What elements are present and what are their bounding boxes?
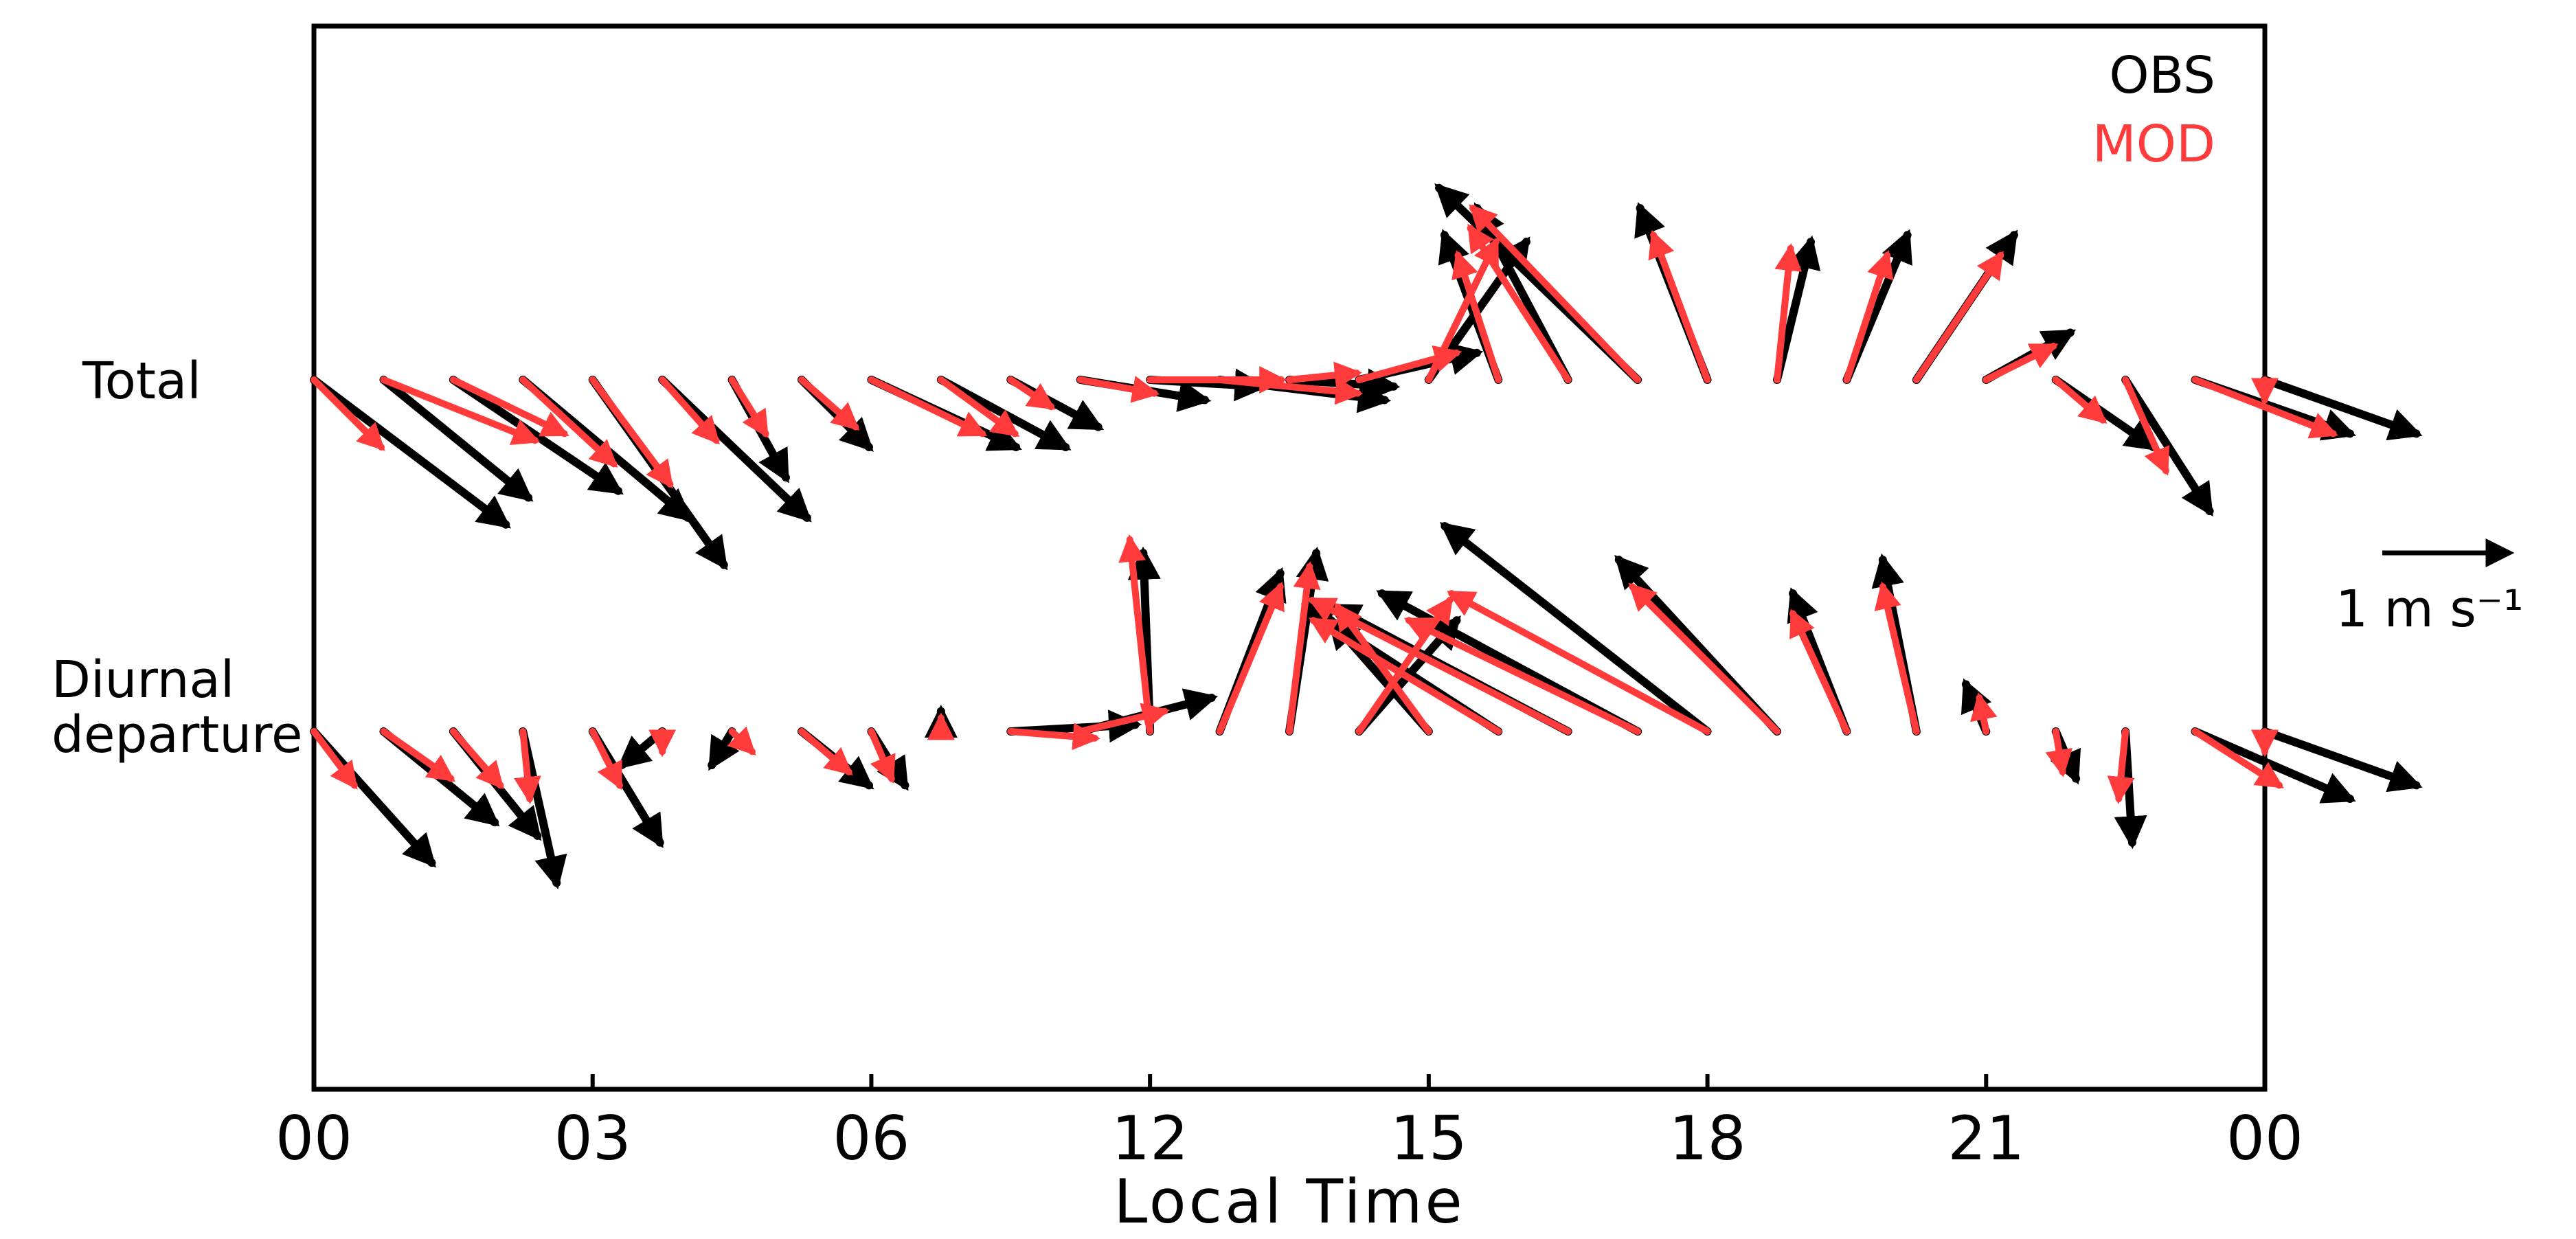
vector-mod-diurnal (1308, 617, 1502, 735)
vector-mod-total (1467, 223, 1572, 383)
vector-mod-total (1451, 250, 1502, 383)
vector-mod-diurnal (1789, 609, 1851, 735)
vector-field (310, 183, 2423, 889)
reference-vector: 1 m s⁻¹ (2336, 538, 2524, 639)
legend-mod-label: MOD (2092, 115, 2215, 174)
vector-mod-total (1076, 376, 1160, 403)
vector-mod-diurnal (1118, 534, 1154, 735)
vector-mod-diurnal (1403, 617, 1642, 735)
vector-mod-total (659, 376, 720, 445)
vector-mod-diurnal (868, 728, 896, 784)
vector-mod-diurnal (514, 728, 541, 804)
vector-mod-diurnal (310, 728, 358, 790)
vector-mod-diurnal (1286, 560, 1321, 735)
vector-mod-total (798, 376, 860, 431)
vector-mod-total (2052, 376, 2108, 424)
x-tick-label: 12 (1111, 1103, 1188, 1174)
x-tick-label: 21 (1947, 1103, 2024, 1174)
plot-frame (311, 23, 2268, 1092)
vector-mod-diurnal (2107, 728, 2135, 804)
vector-obs-diurnal (1439, 522, 1712, 736)
x-tick-label: 06 (833, 1103, 909, 1174)
vector-mod-diurnal (449, 728, 504, 790)
vector-mod-diurnal (2045, 728, 2072, 777)
vector-mod-total (589, 376, 674, 489)
x-axis-title: Local Time (1114, 1166, 1465, 1237)
vector-mod-total (449, 376, 569, 437)
vector-mod-total (728, 376, 769, 439)
x-tick-label: 15 (1390, 1103, 1467, 1174)
x-tick-label: 03 (554, 1103, 631, 1174)
row-label-diurnal-departure: departure (52, 705, 302, 764)
vector-mod-total (1425, 236, 1500, 383)
vector-mod-diurnal (1334, 602, 1432, 735)
vector-mod-total (937, 376, 1020, 437)
vector-mod-diurnal (727, 726, 756, 756)
legend-obs-label: OBS (2109, 46, 2215, 105)
vector-obs-diurnal (616, 727, 667, 770)
vector-mod-total (1843, 250, 1894, 383)
vector-mod-total (310, 376, 385, 451)
vector-mod-diurnal (1307, 596, 1572, 735)
vector-mod-total (2191, 376, 2338, 439)
vector-mod-total (1912, 251, 2004, 383)
vector-obs-diurnal (2191, 727, 2356, 804)
vector-obs-total (379, 376, 534, 502)
vector-mod-total (519, 376, 618, 468)
vector-mod-total (380, 376, 541, 445)
vector-mod-total (868, 376, 988, 437)
vector-mod-diurnal (798, 728, 853, 776)
vector-obs-total (2121, 376, 2214, 517)
vector-mod-diurnal (1007, 723, 1100, 751)
x-tick-label: 00 (275, 1103, 352, 1174)
vector-obs-diurnal (2261, 727, 2423, 793)
vector-mod-diurnal (380, 728, 455, 782)
vector-mod-diurnal (2191, 728, 2284, 789)
vector-mod-total (1648, 229, 1711, 383)
vector-mod-total (1774, 242, 1803, 383)
vector-mod-diurnal (1355, 595, 1454, 735)
vector-mod-total (1469, 204, 1642, 383)
vector-mod-diurnal (1970, 692, 1998, 735)
legend: OBS MOD (2092, 46, 2215, 174)
vector-mod-diurnal (1216, 581, 1285, 735)
vector-obs-total (310, 376, 511, 529)
vector-obs-total (2261, 376, 2423, 441)
vector-mod-total (1982, 343, 2059, 383)
x-tick-label: 18 (1669, 1103, 1746, 1174)
vector-mod-total (2122, 376, 2170, 476)
vector-mod-diurnal (1447, 590, 1711, 735)
vector-mod-diurnal (589, 728, 623, 791)
vector-mod-total (1286, 361, 1362, 389)
vector-obs-diurnal (708, 727, 740, 771)
vector-mod-total (1216, 376, 1364, 405)
row-label-total: Total (82, 352, 201, 411)
row-label-diurnal-departure: Diurnal (52, 650, 234, 709)
x-axis: 00 03 06 12 15 18 21 00 (275, 1074, 2303, 1174)
vector-mod-diurnal (1874, 581, 1920, 735)
vector-mod-total (1007, 376, 1056, 411)
reference-label: 1 m s⁻¹ (2336, 580, 2524, 639)
x-tick-label: 00 (2226, 1103, 2303, 1174)
vector-mod-diurnal (1628, 582, 1781, 735)
